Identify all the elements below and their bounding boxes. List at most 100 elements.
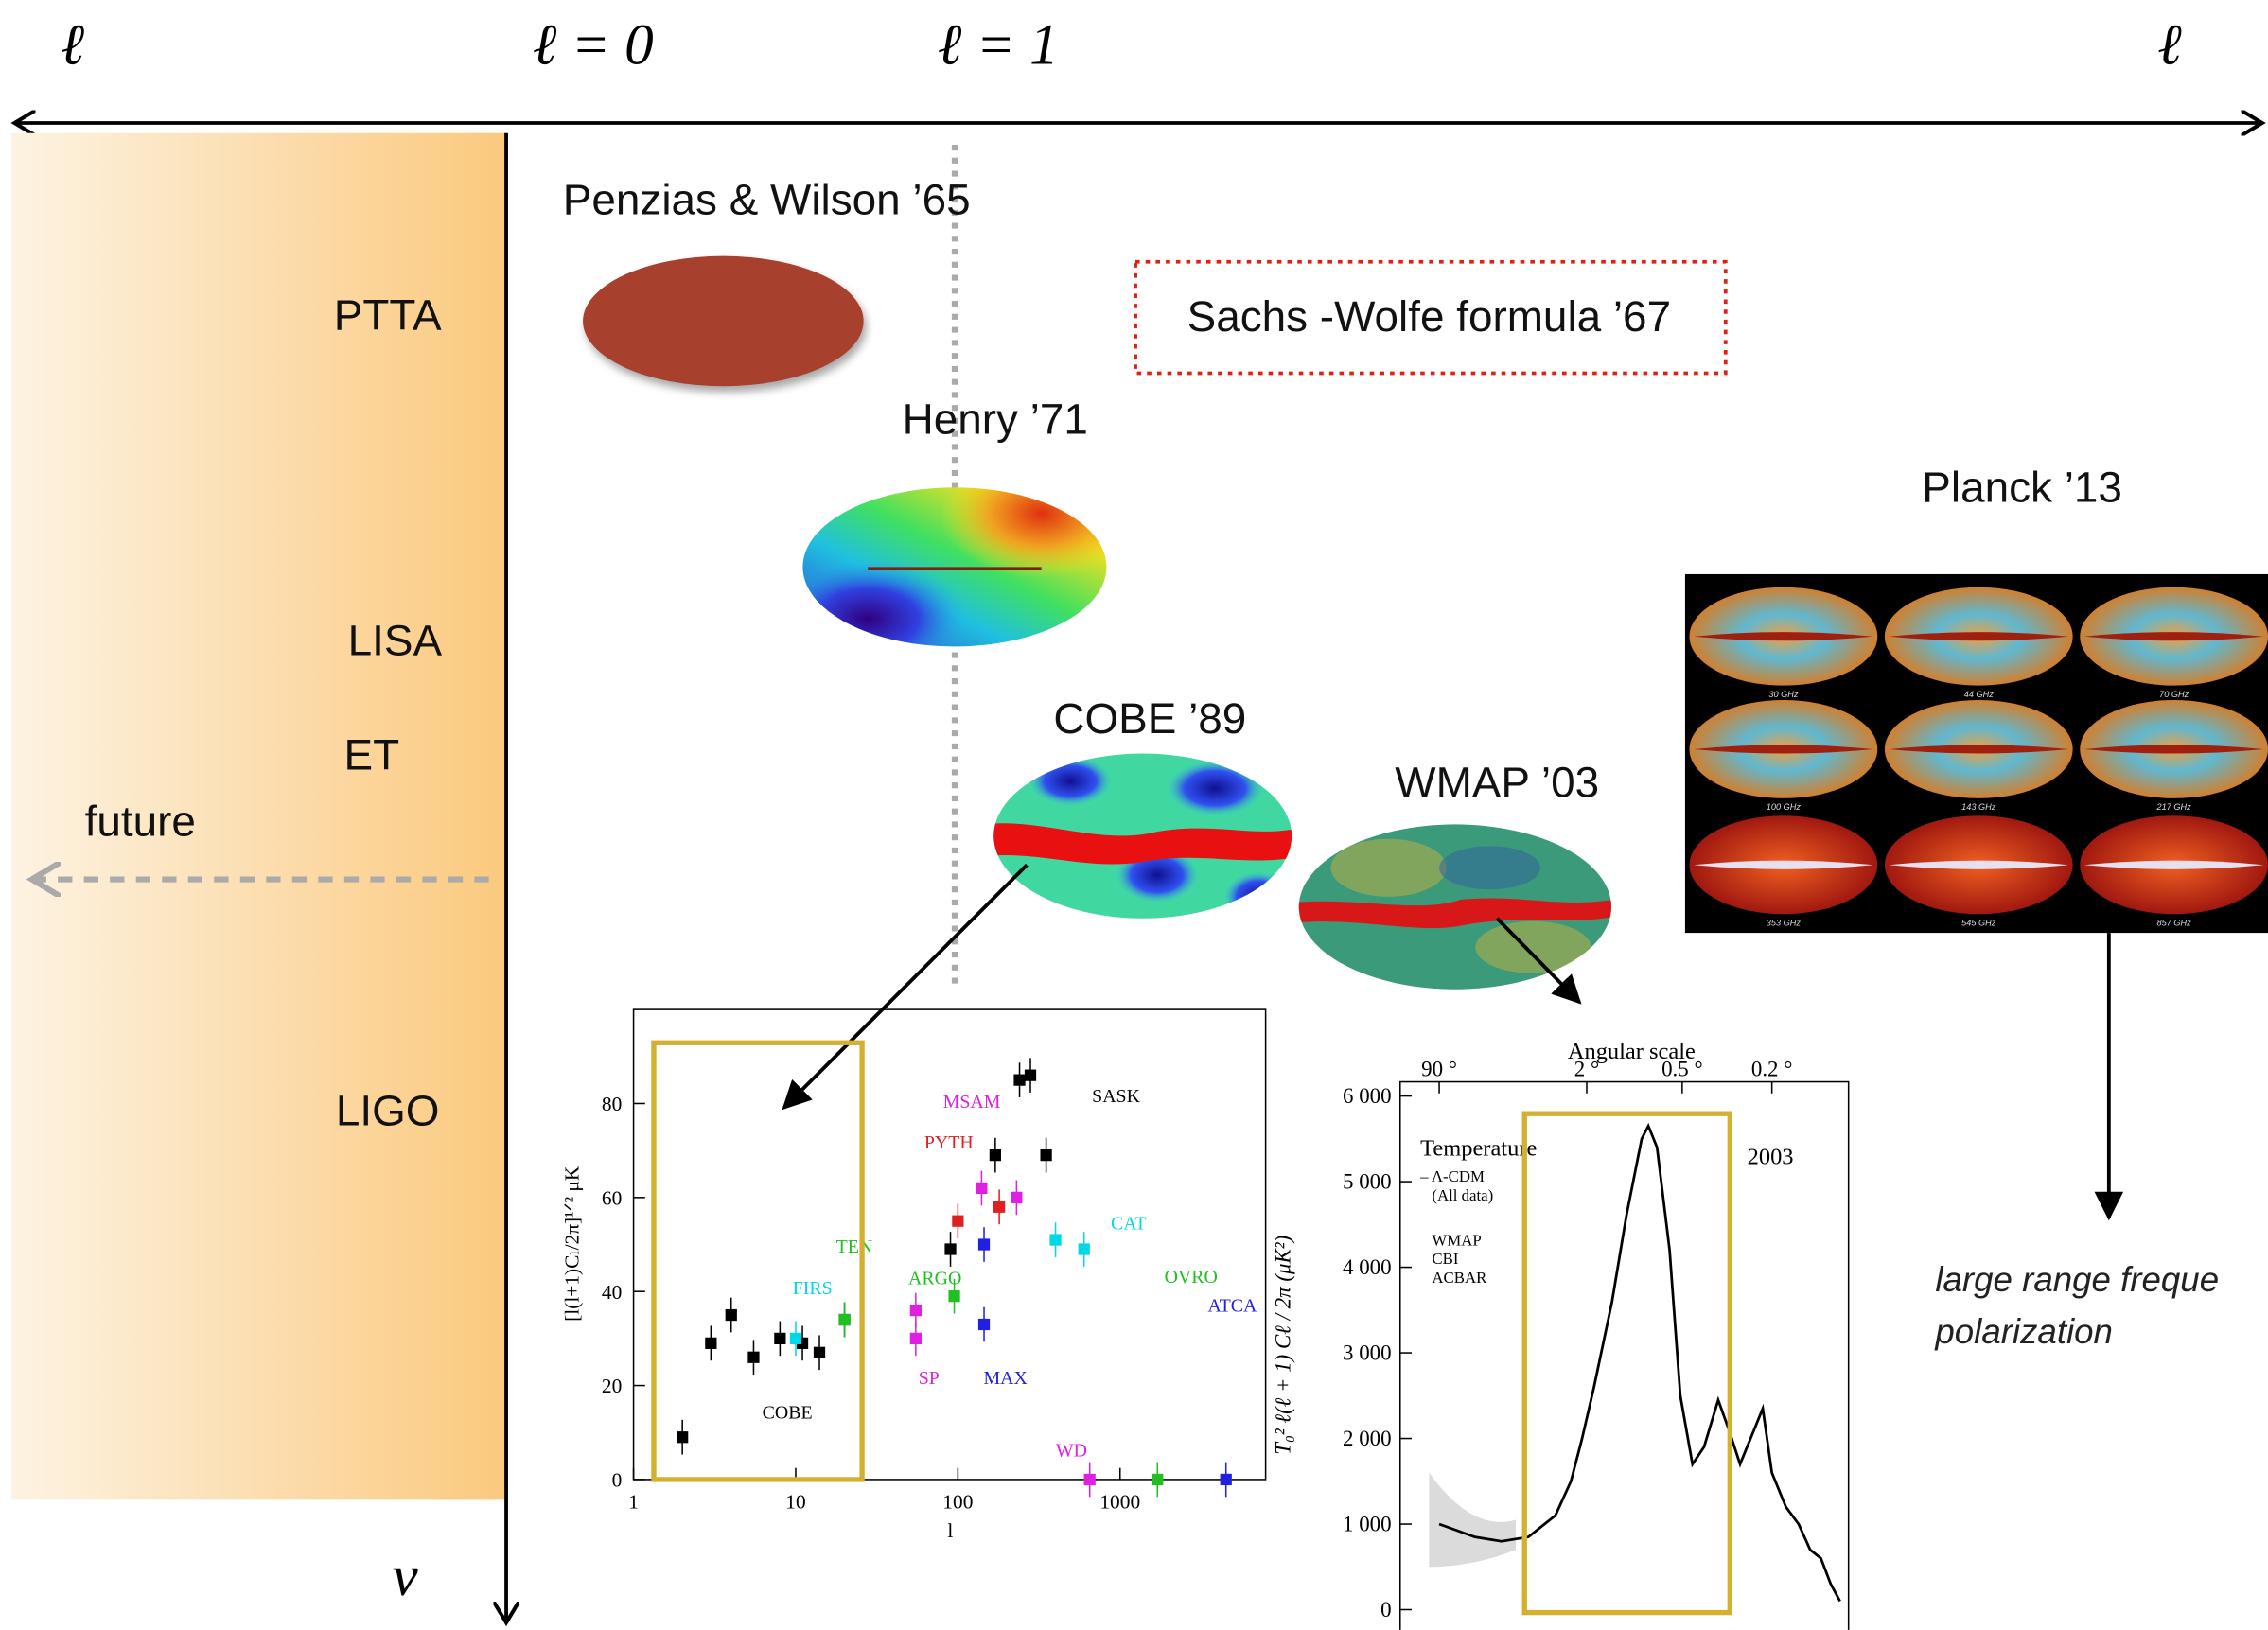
series-label: WD [1056,1440,1087,1461]
data-point [910,1333,922,1344]
data-point [1041,1149,1052,1161]
series-label: CAT [1111,1213,1147,1234]
data-point [978,1238,990,1250]
planck-map-label: 30 GHz [1768,690,1798,699]
data-point [726,1309,737,1321]
series-label: OVRO [1165,1267,1218,1288]
milestone-label: WMAP ’03 [1395,757,1599,806]
milestone-label: Penzias & Wilson ’65 [563,174,971,223]
year-label: 2003 [1748,1145,1794,1170]
data-point [1011,1192,1022,1203]
y-tick-label: 0 [612,1469,623,1492]
series-label: FIRS [793,1278,833,1299]
series-label: COBE [763,1403,813,1424]
y-axis-label: [l(l+1)Cₗ/2π]¹ᐟ² μK [560,1166,583,1322]
series-label: PYTH [924,1132,974,1153]
series-label: TEN [836,1236,873,1257]
data-point [1152,1474,1163,1485]
planck-map-label: 217 GHz [2156,802,2192,812]
detector-label: PTTA [334,290,442,340]
series-label: MSAM [943,1092,1001,1113]
planck-map-label: 545 GHz [1961,918,1996,927]
data-point [990,1149,1001,1161]
ell-one-label: ℓ = 1 [938,13,1059,77]
data-point [944,1243,956,1254]
cobe-arrow [784,865,1028,1108]
data-point [952,1216,963,1227]
x-tick-label: 90 ° [1421,1057,1457,1080]
series-label: MAX [984,1368,1028,1389]
milestone-label: Planck ’13 [1922,463,2122,512]
x-tick-label: 0.5 ° [1661,1057,1703,1080]
data-point [948,1290,959,1302]
data-point [790,1333,801,1344]
y-tick-label: 80 [602,1093,622,1115]
data-point [838,1314,850,1325]
series-label: SASK [1092,1086,1140,1107]
x-tick-label: 10 [785,1491,805,1514]
y-tick-label: 5 000 [1343,1170,1392,1194]
data-point [993,1201,1005,1213]
y-tick-label: 2 000 [1343,1427,1392,1450]
nu-label: ν [392,1545,418,1608]
map-blob [1027,755,1114,807]
y-tick-label: 4 000 [1343,1255,1392,1279]
data-point [910,1305,922,1316]
series-label: ATCA [1207,1296,1257,1317]
milestone-label: Sachs -Wolfe formula ’67 [1187,291,1671,341]
data-point [814,1347,825,1358]
map-blob [1475,921,1591,973]
detector-label: LISA [348,616,443,665]
map-blob [766,558,969,679]
wmap-plot: Angular scale T₀² ℓ(ℓ + 1) Cℓ / 2π (μK²)… [1272,1039,1849,1630]
y-tick-label: 0 [1380,1598,1391,1621]
highlight-box [654,1043,862,1480]
milestone-label: COBE ’89 [1053,693,1246,743]
milestone-label: Henry ’71 [903,394,1088,444]
data-point [976,1183,987,1194]
y-tick-label: 60 [602,1186,622,1209]
map-blob [1439,846,1540,889]
ell-label: ℓ [2157,13,2182,77]
data-point [1013,1075,1025,1086]
data-point [978,1319,990,1330]
data-point [677,1431,688,1443]
x-tick-label: 2 ° [1574,1057,1599,1080]
series-label: SP [919,1368,940,1389]
y-tick-label: 20 [602,1375,622,1397]
x-tick-label: 0.2 ° [1751,1057,1793,1080]
data-point [1025,1070,1036,1081]
x-tick-label: 100 [942,1491,973,1514]
x-axis-label: l [947,1519,953,1542]
planck-map-label: 353 GHz [1767,918,1802,927]
wmap-map [1294,824,1612,989]
map-blob [1330,839,1446,897]
data-point [774,1333,785,1344]
y-tick-label: 40 [602,1281,622,1304]
map-blob [1222,870,1294,922]
y-tick-label: 1 000 [1343,1513,1392,1536]
planck-map-label: 44 GHz [1964,690,1994,699]
ell-zero-label: ℓ = 0 [533,13,654,77]
planck-note: large range freque [1935,1260,2219,1299]
planck-map-label: 100 GHz [1767,802,1802,812]
data-point [705,1338,716,1349]
data-point [1084,1474,1096,1485]
penzias-map [583,256,864,387]
map-blob [1165,760,1266,817]
map-blob [941,448,1143,579]
legend-entry: – Λ-CDM [1419,1167,1485,1185]
legend-entry: (All data) [1432,1186,1493,1204]
ell-label: ℓ [61,13,85,77]
variance-band [1429,1473,1516,1568]
annotation: Temperature [1420,1136,1537,1162]
planck-map-label: 143 GHz [1961,802,1996,812]
y-axis-label: T₀² ℓ(ℓ + 1) Cℓ / 2π (μK²) [1272,1236,1295,1455]
data-point [1049,1234,1061,1245]
legend-entry: CBI [1432,1250,1458,1268]
data-point [747,1352,759,1363]
detector-label: LIGO [336,1085,440,1134]
highlight-box [1524,1113,1730,1612]
